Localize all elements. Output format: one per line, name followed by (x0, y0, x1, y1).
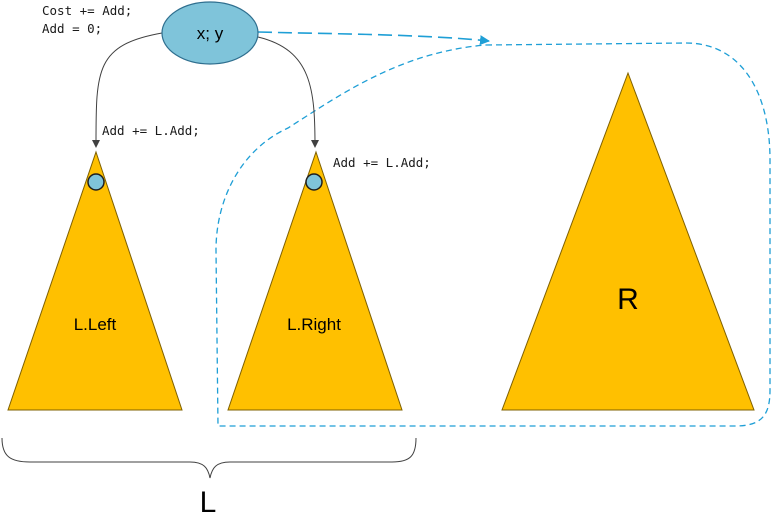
big-subtree-triangle (501, 71, 755, 411)
left-edge-code: Add += L.Add; (102, 123, 200, 138)
right-subtree-label: L.Right (287, 315, 341, 334)
edge-root-to-right (257, 36, 319, 148)
right-edge-code: Add += L.Add; (333, 155, 431, 170)
root-node (161, 1, 259, 65)
root-code-line-2: Add = 0; (42, 21, 102, 36)
root-node-label: x; y (197, 24, 224, 43)
dashed-arrow (257, 31, 490, 46)
dashed-region-outline (215, 42, 771, 427)
right-subtree-root-circle (305, 173, 323, 191)
brace-label: L (200, 486, 217, 519)
right-subtree-triangle (227, 150, 403, 411)
edge-root-to-left (91, 32, 163, 148)
left-subtree-triangle (7, 150, 183, 411)
curly-brace (1, 437, 417, 479)
big-subtree-label: R (617, 283, 639, 316)
left-subtree-root-circle (87, 173, 105, 191)
root-code-line-1: Cost += Add; (42, 3, 132, 18)
left-subtree-label: L.Left (74, 315, 117, 334)
